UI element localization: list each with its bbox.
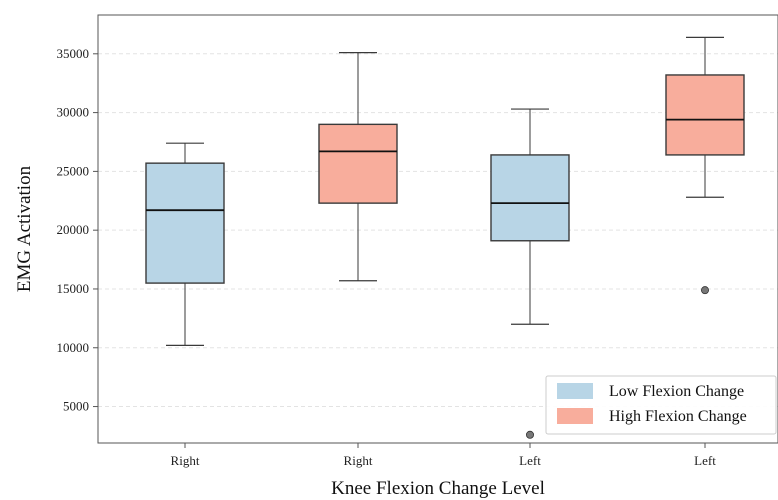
y-tick-label: 5000 xyxy=(63,399,89,414)
box-2-right-high xyxy=(318,52,398,282)
y-tick-label: 25000 xyxy=(57,163,90,178)
box-4-left-high xyxy=(665,36,745,295)
y-axis-ticks: 5000 10000 15000 20000 25000 30000 35000 xyxy=(57,46,98,414)
x-tick-label: Right xyxy=(171,453,200,468)
interquartile-box xyxy=(665,74,745,156)
y-axis-title: EMG Activation xyxy=(14,165,35,292)
box-plot-series xyxy=(145,36,745,439)
x-axis-title: Knee Flexion Change Level xyxy=(331,478,545,499)
y-tick-label: 10000 xyxy=(57,340,90,355)
legend-label-high: High Flexion Change xyxy=(609,408,747,425)
plot-frame xyxy=(97,14,778,444)
x-tick-label: Left xyxy=(519,453,541,468)
x-tick-label: Right xyxy=(344,453,373,468)
x-tick-label: Left xyxy=(694,453,716,468)
box-3-left-low xyxy=(490,108,570,439)
y-tick-label: 35000 xyxy=(57,46,90,61)
interquartile-box xyxy=(145,162,225,284)
box-1-right-low xyxy=(145,142,225,347)
y-tick-label: 20000 xyxy=(57,222,90,237)
y-tick-label: 15000 xyxy=(57,281,90,296)
y-tick-label: 30000 xyxy=(57,105,90,120)
interquartile-box xyxy=(490,154,570,242)
interquartile-box xyxy=(318,123,398,204)
legend-swatch-high xyxy=(557,408,593,424)
legend: Low Flexion Change High Flexion Change xyxy=(545,375,777,435)
legend-frame xyxy=(545,375,777,435)
outlier-point xyxy=(701,286,710,295)
outlier-point xyxy=(526,430,535,439)
x-axis-ticks: Right Right Left Left xyxy=(171,443,716,468)
legend-label-low: Low Flexion Change xyxy=(609,383,744,400)
legend-swatch-low xyxy=(557,383,593,399)
